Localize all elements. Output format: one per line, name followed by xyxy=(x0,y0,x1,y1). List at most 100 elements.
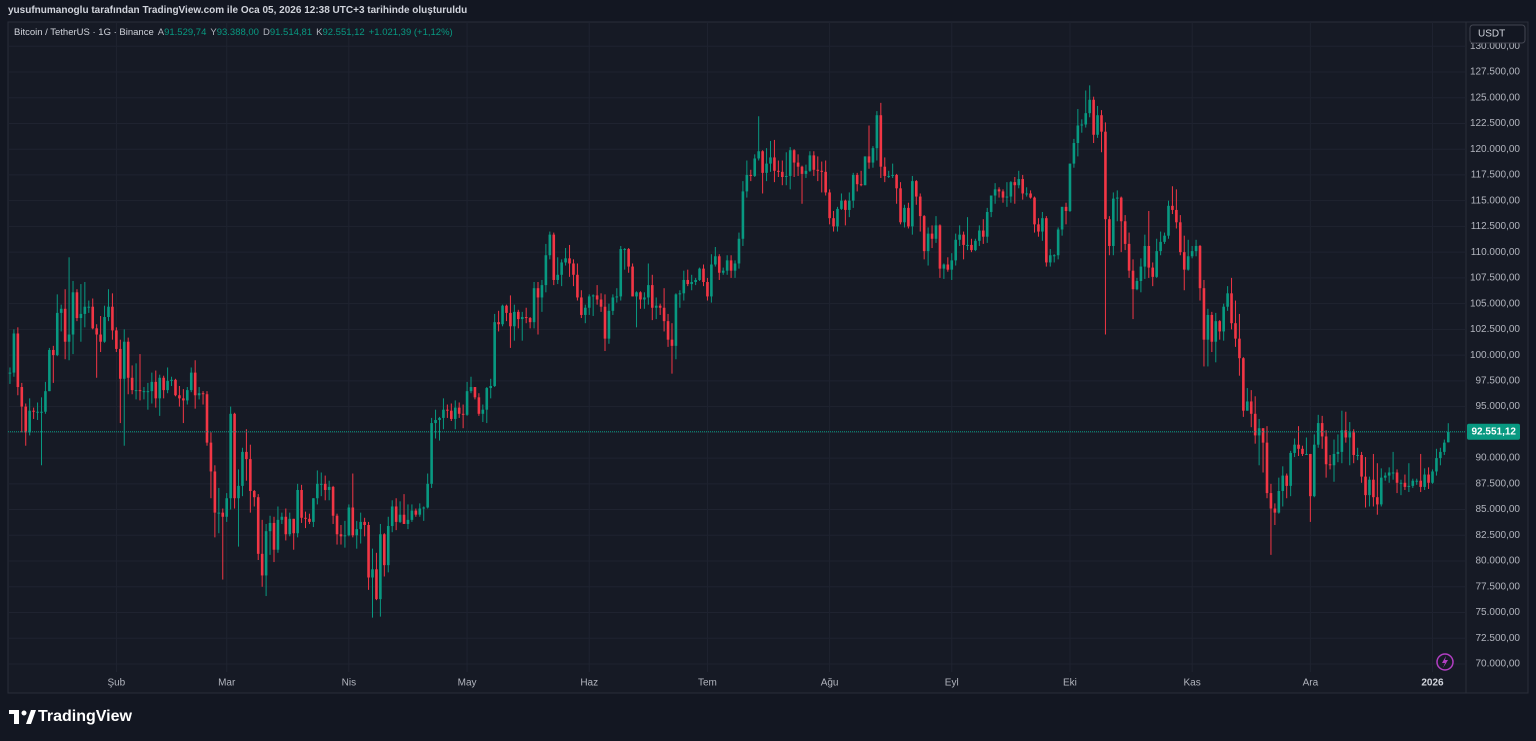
candle-body xyxy=(1214,321,1218,342)
candle-body xyxy=(698,268,701,280)
y-tick-label: 77.500,00 xyxy=(1476,581,1521,592)
candle-body xyxy=(784,175,788,177)
candle-body xyxy=(107,306,110,318)
candle-body xyxy=(816,169,820,171)
candle-body xyxy=(1119,197,1123,222)
y-tick-label: 120.000,00 xyxy=(1470,144,1520,155)
candle-body xyxy=(895,174,898,189)
candle-body xyxy=(674,294,678,346)
x-tick-label: Ağu xyxy=(821,678,839,689)
candle-body xyxy=(138,390,142,392)
candle-body xyxy=(1293,444,1296,453)
x-tick-label: Kas xyxy=(1184,678,1201,689)
candle-body xyxy=(962,234,965,245)
candle-body xyxy=(556,274,560,280)
candle-body xyxy=(1305,453,1308,455)
candle-body xyxy=(83,306,87,314)
candle-body xyxy=(505,305,508,313)
y-tick-label: 112.500,00 xyxy=(1471,221,1521,232)
candle-body xyxy=(528,318,532,323)
candle-body xyxy=(12,333,16,373)
candle-body xyxy=(899,188,902,223)
candle-body xyxy=(1238,338,1241,359)
candle-body xyxy=(280,516,284,520)
candle-body xyxy=(639,292,642,300)
candle-body xyxy=(958,234,961,240)
candle-body xyxy=(469,387,473,392)
candle-body xyxy=(1104,131,1107,220)
candle-body xyxy=(1253,413,1257,436)
candle-body xyxy=(796,162,800,167)
candle-body xyxy=(213,471,217,513)
candle-body xyxy=(308,518,311,522)
candle-body xyxy=(1415,480,1419,482)
candle-body xyxy=(1139,266,1143,281)
candle-body xyxy=(323,483,327,490)
y-tick-label: 117.500,00 xyxy=(1471,170,1521,181)
candle-body xyxy=(1407,485,1411,487)
x-tick-label: Eyl xyxy=(945,678,959,689)
candle-body xyxy=(989,195,993,212)
candle-body xyxy=(678,293,682,295)
candle-body xyxy=(1336,451,1340,454)
candle-body xyxy=(946,264,950,270)
candle-body xyxy=(741,191,745,239)
candle-body xyxy=(394,506,398,522)
candle-body xyxy=(67,334,71,342)
candle-body xyxy=(808,155,812,171)
candle-body xyxy=(174,379,177,396)
candle-body xyxy=(1269,493,1273,509)
y-tick-label: 105.000,00 xyxy=(1470,298,1520,309)
y-tick-label: 125.000,00 xyxy=(1470,92,1520,103)
alert-icon[interactable] xyxy=(1436,653,1454,671)
candle-body xyxy=(1245,401,1249,411)
candle-body xyxy=(1064,206,1068,211)
candle-body xyxy=(1376,497,1379,505)
candle-body xyxy=(1037,224,1040,232)
candle-body xyxy=(477,397,481,414)
candle-body xyxy=(71,292,75,335)
candle-body xyxy=(1186,256,1190,270)
candle-body xyxy=(832,218,835,227)
candle-body xyxy=(241,451,244,486)
candle-body xyxy=(111,306,114,331)
logo-icon xyxy=(9,710,36,724)
candle-body xyxy=(1175,209,1178,223)
ohlc-key: K xyxy=(316,27,323,38)
candle-body xyxy=(1179,222,1182,253)
candle-body xyxy=(36,411,39,413)
candle-body xyxy=(1435,458,1438,472)
candle-body xyxy=(647,285,650,298)
candle-body xyxy=(1344,430,1348,438)
candle-body xyxy=(63,308,67,342)
candle-body xyxy=(781,171,784,177)
candle-body xyxy=(371,569,374,578)
candle-body xyxy=(1387,472,1391,476)
candle-body xyxy=(1045,218,1048,263)
candle-body xyxy=(126,341,130,378)
candle-body xyxy=(619,249,623,297)
candle-body xyxy=(871,148,875,163)
candle-body xyxy=(1072,143,1076,164)
candle-body xyxy=(863,156,867,186)
y-tick-label: 110.000,00 xyxy=(1471,247,1521,258)
candle-body xyxy=(993,189,997,196)
candle-body xyxy=(217,512,221,514)
candle-body xyxy=(75,292,79,319)
candle-body xyxy=(686,279,690,285)
candle-body xyxy=(1147,245,1151,268)
candle-body xyxy=(1316,423,1320,445)
candle-body xyxy=(1151,267,1155,277)
candle-body xyxy=(954,239,958,261)
ohlc-key: A xyxy=(157,27,165,38)
candle-body xyxy=(560,262,563,275)
candle-body xyxy=(859,184,863,186)
candle-body xyxy=(1052,255,1056,257)
x-tick-label: May xyxy=(458,678,477,689)
candle-body xyxy=(867,156,871,163)
candle-body xyxy=(339,534,343,537)
candle-body xyxy=(331,486,335,516)
candle-body xyxy=(721,270,725,273)
last-price-tag xyxy=(1467,423,1520,440)
candle-body xyxy=(52,349,55,356)
